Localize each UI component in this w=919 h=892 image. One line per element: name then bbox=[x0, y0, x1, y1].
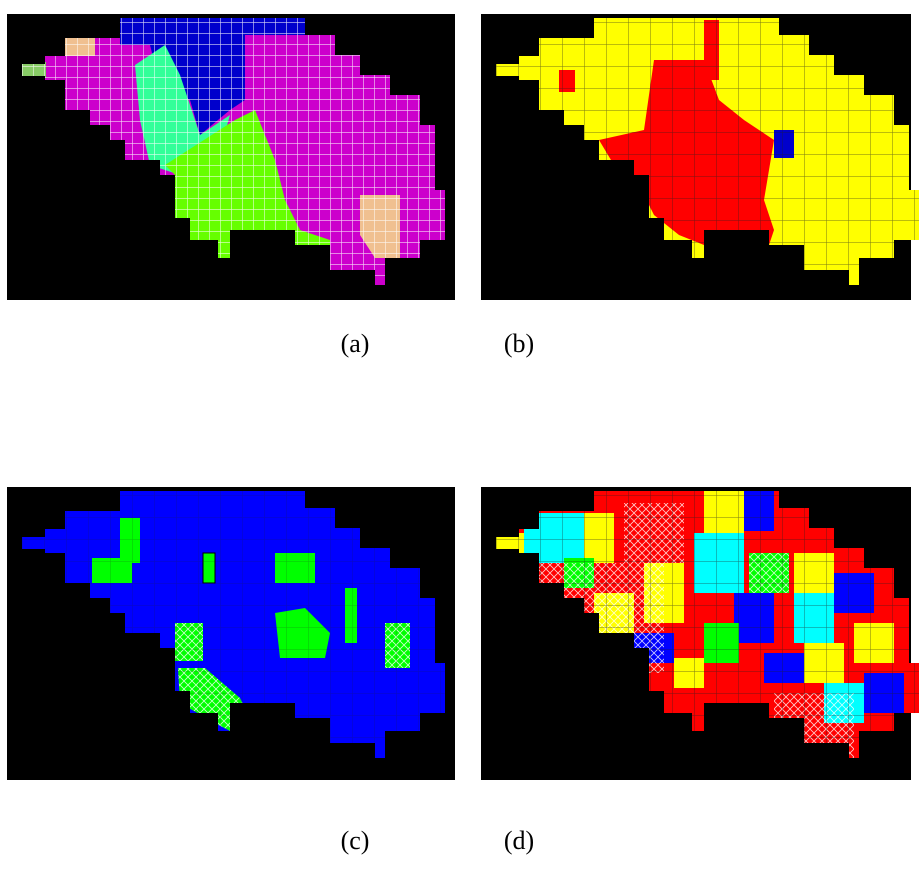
map-panel-d bbox=[474, 473, 919, 780]
caption-a: (a) bbox=[341, 329, 370, 358]
caption-b: (b) bbox=[504, 329, 534, 358]
page: (a) (b) (c) (d) (() => { const data = JS… bbox=[0, 0, 919, 892]
map-panel-b bbox=[474, 0, 919, 300]
map-panel-c bbox=[0, 473, 460, 780]
caption-c: (c) bbox=[341, 826, 370, 855]
caption-d: (d) bbox=[504, 826, 534, 855]
map-panel-a bbox=[0, 0, 460, 300]
figure: (a) (b) (c) (d) bbox=[0, 0, 919, 892]
